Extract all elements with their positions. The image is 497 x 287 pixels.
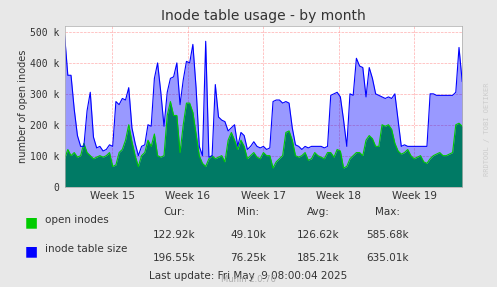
Text: Last update: Fri May  9 08:00:04 2025: Last update: Fri May 9 08:00:04 2025 xyxy=(150,271,347,281)
Text: RRDTOOL / TOBI OETIKER: RRDTOOL / TOBI OETIKER xyxy=(484,82,490,176)
Text: Max:: Max: xyxy=(375,207,400,217)
Text: ■: ■ xyxy=(25,215,38,229)
Text: 635.01k: 635.01k xyxy=(366,253,409,263)
Text: 196.55k: 196.55k xyxy=(153,253,195,263)
Text: Min:: Min: xyxy=(238,207,259,217)
Y-axis label: number of open inodes: number of open inodes xyxy=(17,49,28,163)
Text: Avg:: Avg: xyxy=(307,207,330,217)
Text: 126.62k: 126.62k xyxy=(297,230,339,240)
Title: Inode table usage - by month: Inode table usage - by month xyxy=(161,9,366,23)
Text: inode table size: inode table size xyxy=(45,244,127,254)
Text: Cur:: Cur: xyxy=(163,207,185,217)
Text: Munin 2.0.76: Munin 2.0.76 xyxy=(221,275,276,284)
Text: ■: ■ xyxy=(25,244,38,258)
Text: open inodes: open inodes xyxy=(45,215,108,225)
Text: 585.68k: 585.68k xyxy=(366,230,409,240)
Text: 76.25k: 76.25k xyxy=(231,253,266,263)
Text: 185.21k: 185.21k xyxy=(297,253,339,263)
Text: 49.10k: 49.10k xyxy=(231,230,266,240)
Text: 122.92k: 122.92k xyxy=(153,230,195,240)
